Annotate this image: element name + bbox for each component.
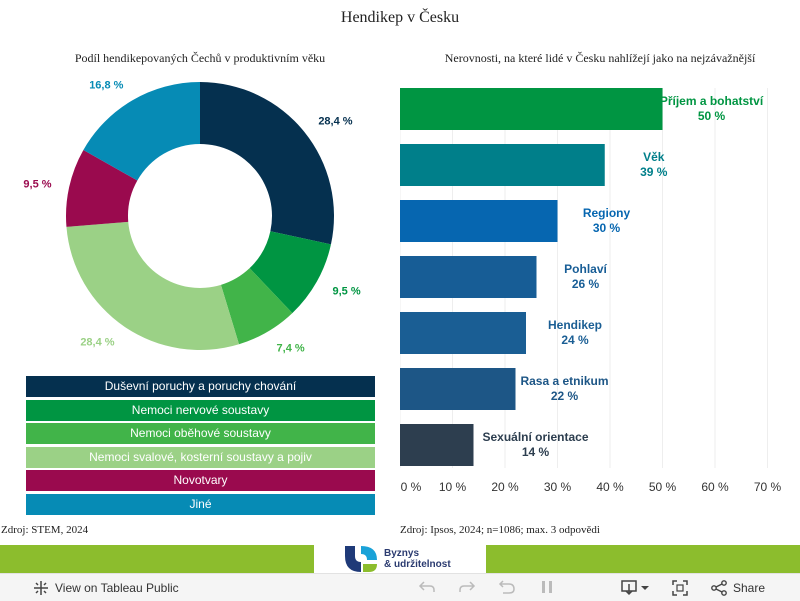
legend-item[interactable]: Jiné <box>26 493 375 515</box>
bar-chart-title: Nerovnosti, na které lidé v Česku nahlíž… <box>444 51 756 65</box>
logo-mark-icon <box>345 546 377 572</box>
donut-slice-label: 9,5 % <box>333 285 361 297</box>
donut-chart: 28,4 % 9,5 % 7,4 % 28,4 % 9,5 % 16,8 % <box>23 80 361 355</box>
bar-category-label: Pohlaví <box>564 262 607 276</box>
donut-slice-label: 28,4 % <box>80 337 114 349</box>
share-label: Share <box>733 580 766 595</box>
revert-icon[interactable] <box>498 579 516 595</box>
bar-value-label: 14 % <box>522 445 550 459</box>
view-on-tableau-button[interactable]: View on Tableau Public <box>32 574 179 601</box>
share-button[interactable]: Share <box>710 574 765 601</box>
bar[interactable] <box>400 424 474 466</box>
x-tick-label: 70 % <box>754 480 782 494</box>
view-on-tableau-label: View on Tableau Public <box>55 580 179 595</box>
donut-slice[interactable] <box>220 268 293 345</box>
bar[interactable] <box>400 88 663 130</box>
bar-value-label: 30 % <box>593 221 621 235</box>
pause-icon[interactable] <box>538 579 556 595</box>
logo-text: Byznys & udržitelnost <box>384 548 451 570</box>
bar-value-label: 22 % <box>551 389 579 403</box>
bar-category-label: Sexuální orientace <box>482 430 588 444</box>
redo-icon[interactable] <box>458 579 476 595</box>
logo-line-2: & udržitelnost <box>384 559 451 570</box>
bar[interactable] <box>400 256 537 298</box>
bar[interactable] <box>400 368 516 410</box>
donut-slice-label: 9,5 % <box>23 178 51 190</box>
donut-slice[interactable] <box>83 82 200 181</box>
bar-value-label: 26 % <box>572 277 600 291</box>
logo-line-1: Byznys <box>384 548 420 559</box>
x-tick-label: 40 % <box>596 480 624 494</box>
right-source-note: Zdroj: Ipsos, 2024; n=1086; max. 3 odpov… <box>400 524 600 536</box>
fullscreen-icon[interactable] <box>671 579 689 597</box>
x-tick-label: 0 % <box>401 480 422 494</box>
bar-category-label: Hendikep <box>548 318 602 332</box>
donut-slice[interactable] <box>66 149 138 227</box>
donut-chart-title: Podíl hendikepovaných Čechů v produktivn… <box>74 51 326 65</box>
bar[interactable] <box>400 200 558 242</box>
x-tick-label: 20 % <box>491 480 519 494</box>
bar-category-label: Věk <box>643 150 665 164</box>
bar-category-label: Příjem a bohatství <box>660 94 764 108</box>
legend-item[interactable]: Nemoci oběhové soustavy <box>26 423 375 444</box>
donut-slice[interactable] <box>249 231 331 314</box>
download-icon[interactable] <box>620 579 652 597</box>
legend-item[interactable]: Nemoci svalové, kosterní soustavy a poji… <box>26 446 375 468</box>
bar-chart: 0 % 10 % 20 % 30 % 40 % 50 % 60 % 70 % Příjem a … <box>400 88 782 494</box>
x-tick-label: 60 % <box>701 480 729 494</box>
share-icon <box>711 579 727 596</box>
left-source-note: Zdroj: STEM, 2024 <box>1 524 89 536</box>
bar-value-label: 50 % <box>698 109 726 123</box>
bar-value-label: 24 % <box>561 333 589 347</box>
donut-legend: Duševní poruchy a poruchy chování Nemoci … <box>26 376 375 517</box>
x-tick-label: 50 % <box>649 480 677 494</box>
legend-item[interactable]: Nemoci nervové soustavy <box>26 399 375 421</box>
undo-icon[interactable] <box>418 579 436 595</box>
bar-value-label: 39 % <box>640 165 668 179</box>
bar[interactable] <box>400 144 605 186</box>
donut-slice-label: 28,4 % <box>318 116 352 128</box>
x-tick-label: 10 % <box>439 480 467 494</box>
legend-item[interactable]: Novotvary <box>26 470 375 491</box>
donut-slice-label: 7,4 % <box>277 342 305 354</box>
donut-slice[interactable] <box>200 82 334 245</box>
donut-slice[interactable] <box>66 221 239 350</box>
legend-item[interactable]: Duševní poruchy a poruchy chování <box>26 376 375 397</box>
page-title: Hendikep v Česku <box>340 9 460 26</box>
bar[interactable] <box>400 312 526 354</box>
bar-category-label: Regiony <box>583 206 631 220</box>
donut-slice-label: 16,8 % <box>89 80 123 92</box>
x-tick-label: 30 % <box>544 480 572 494</box>
brand-logo[interactable]: Byznys & udržitelnost <box>314 545 486 573</box>
tableau-toolbar: View on Tableau Public Share <box>0 573 800 601</box>
bar-category-label: Rasa a etnikum <box>520 374 608 388</box>
tableau-logo-icon <box>34 580 48 595</box>
